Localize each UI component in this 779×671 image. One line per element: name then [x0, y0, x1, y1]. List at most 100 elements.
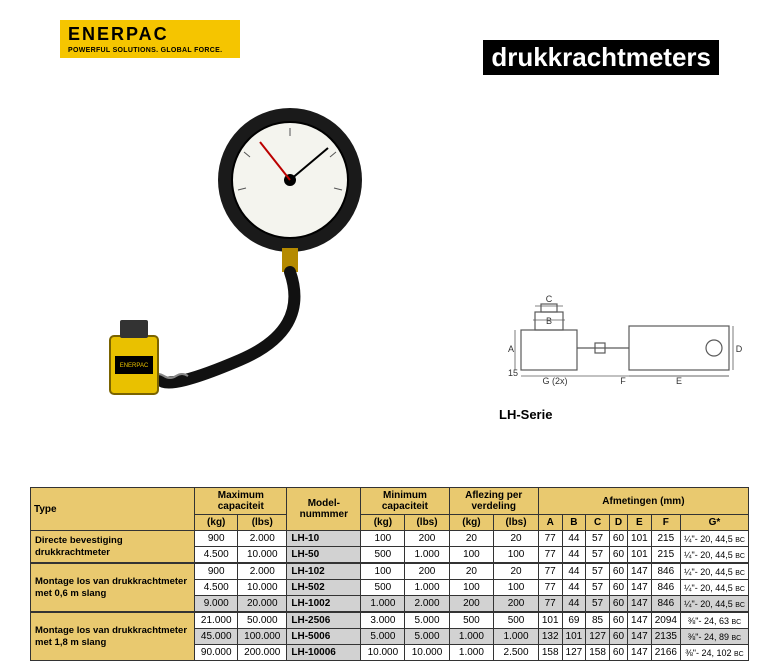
cell-D: 60	[609, 531, 627, 547]
cell-maxkg: 9.000	[195, 596, 238, 613]
cell-minlbs: 1.000	[405, 580, 449, 596]
cell-B: 44	[562, 531, 586, 547]
cell-minlbs: 2.000	[405, 596, 449, 613]
cell-F: 215	[651, 531, 680, 547]
cell-D: 60	[609, 629, 627, 645]
cell-B: 44	[562, 547, 586, 564]
cell-model: LH-1002	[287, 596, 361, 613]
cell-skg: 200	[449, 596, 494, 613]
svg-text:F: F	[620, 376, 626, 386]
cell-G: ¼"- 20, 44,5 BC	[680, 547, 748, 564]
type-label: Montage los van drukkrachtmeter met 1,8 …	[31, 612, 195, 661]
cell-maxkg: 4.500	[195, 580, 238, 596]
cell-E: 147	[628, 596, 652, 613]
cell-F: 215	[651, 547, 680, 564]
cell-A: 101	[538, 612, 562, 629]
cell-slbs: 100	[494, 580, 539, 596]
unit-lbs: (lbs)	[494, 515, 539, 531]
cell-A: 77	[538, 531, 562, 547]
cell-model: LH-102	[287, 563, 361, 580]
cell-maxkg: 900	[195, 531, 238, 547]
cell-B: 69	[562, 612, 586, 629]
dim-b: B	[562, 515, 586, 531]
svg-text:A: A	[508, 344, 514, 354]
unit-lbs: (lbs)	[238, 515, 287, 531]
dimension-diagram: A C B D E F G (2x) 15 LH-Serie	[499, 290, 749, 422]
cell-E: 147	[628, 563, 652, 580]
cell-minlbs: 5.000	[405, 612, 449, 629]
cell-A: 158	[538, 645, 562, 661]
cell-skg: 100	[449, 580, 494, 596]
table-row: Montage los van drukkrachtmeter met 1,8 …	[31, 612, 749, 629]
cell-E: 147	[628, 645, 652, 661]
cell-slbs: 1.000	[494, 629, 539, 645]
cell-minkg: 10.000	[361, 645, 405, 661]
cell-D: 60	[609, 645, 627, 661]
cell-maxkg: 4.500	[195, 547, 238, 564]
unit-kg: (kg)	[195, 515, 238, 531]
cell-D: 60	[609, 612, 627, 629]
table-row: Montage los van drukkrachtmeter met 0,6 …	[31, 563, 749, 580]
cell-G: ¼"- 20, 44,5 BC	[680, 563, 748, 580]
cell-slbs: 200	[494, 596, 539, 613]
brand-name: ENERPAC	[68, 24, 232, 45]
page-title: drukkrachtmeters	[483, 40, 719, 75]
cell-B: 44	[562, 580, 586, 596]
cell-slbs: 20	[494, 531, 539, 547]
cell-minkg: 3.000	[361, 612, 405, 629]
cell-B: 44	[562, 596, 586, 613]
cell-F: 846	[651, 596, 680, 613]
cell-E: 101	[628, 531, 652, 547]
col-dims: Afmetingen (mm)	[538, 488, 748, 515]
cell-D: 60	[609, 596, 627, 613]
cell-minlbs: 200	[405, 531, 449, 547]
dim-a: A	[538, 515, 562, 531]
cell-minkg: 500	[361, 580, 405, 596]
cell-maxlbs: 20.000	[238, 596, 287, 613]
cell-minlbs: 5.000	[405, 629, 449, 645]
dim-e: E	[628, 515, 652, 531]
col-maxcap: Maximum capaciteit	[195, 488, 287, 515]
svg-text:B: B	[546, 316, 552, 326]
cell-A: 77	[538, 580, 562, 596]
cell-slbs: 20	[494, 563, 539, 580]
cell-E: 147	[628, 629, 652, 645]
brand-tagline: POWERFUL SOLUTIONS. GLOBAL FORCE.	[68, 47, 232, 54]
cell-D: 60	[609, 563, 627, 580]
cell-D: 60	[609, 580, 627, 596]
cell-slbs: 100	[494, 547, 539, 564]
cell-skg: 1.000	[449, 645, 494, 661]
cell-G: ¼"- 20, 44,5 BC	[680, 580, 748, 596]
svg-text:15: 15	[508, 368, 518, 378]
cell-F: 2166	[651, 645, 680, 661]
cell-skg: 500	[449, 612, 494, 629]
cell-A: 77	[538, 547, 562, 564]
cell-C: 85	[586, 612, 610, 629]
svg-text:ENERPAC: ENERPAC	[120, 363, 149, 369]
type-label: Directe bevestiging drukkrachtmeter	[31, 531, 195, 564]
cell-maxlbs: 100.000	[238, 629, 287, 645]
svg-text:E: E	[676, 376, 682, 386]
dim-c: C	[586, 515, 610, 531]
cell-model: LH-50	[287, 547, 361, 564]
cell-B: 127	[562, 645, 586, 661]
cell-maxkg: 900	[195, 563, 238, 580]
cell-F: 846	[651, 563, 680, 580]
cell-model: LH-10006	[287, 645, 361, 661]
cell-maxlbs: 10.000	[238, 547, 287, 564]
cell-maxlbs: 2.000	[238, 563, 287, 580]
cell-B: 44	[562, 563, 586, 580]
type-label: Montage los van drukkrachtmeter met 0,6 …	[31, 563, 195, 612]
table-row: Directe bevestiging drukkrachtmeter9002.…	[31, 531, 749, 547]
dim-d: D	[609, 515, 627, 531]
cell-slbs: 500	[494, 612, 539, 629]
cell-skg: 20	[449, 563, 494, 580]
cell-minkg: 1.000	[361, 596, 405, 613]
cell-D: 60	[609, 547, 627, 564]
cell-C: 57	[586, 596, 610, 613]
cell-maxlbs: 50.000	[238, 612, 287, 629]
dim-f: F	[651, 515, 680, 531]
cell-G: ⅜"- 24, 63 BC	[680, 612, 748, 629]
svg-text:G (2x): G (2x)	[542, 376, 567, 386]
cell-skg: 100	[449, 547, 494, 564]
